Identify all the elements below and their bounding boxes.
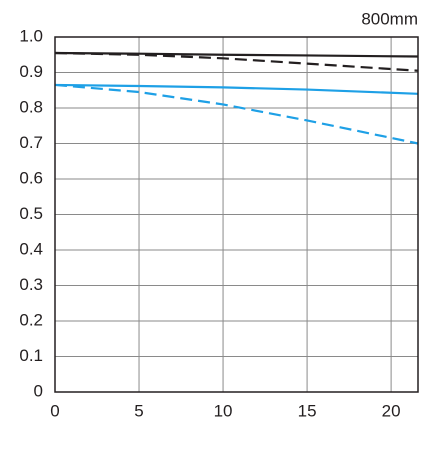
chart-title: 800mm — [361, 9, 418, 28]
y-tick-label: 0.3 — [19, 275, 43, 294]
y-tick-label: 0.9 — [19, 62, 43, 81]
y-tick-label: 0.5 — [19, 204, 43, 223]
y-tick-label: 0.1 — [19, 346, 43, 365]
y-tick-label: 0.6 — [19, 168, 43, 187]
series-line — [54, 83, 419, 95]
y-tick-label: 0.7 — [19, 133, 43, 152]
y-tick-label: 0.2 — [19, 310, 43, 329]
plot-frame — [54, 36, 419, 393]
x-tick-label: 10 — [214, 401, 233, 420]
series-line — [54, 83, 419, 145]
x-tick-label: 15 — [298, 401, 317, 420]
y-tick-label: 0.8 — [19, 97, 43, 116]
y-tick-label: 1.0 — [19, 26, 43, 45]
x-tick-label: 5 — [134, 401, 143, 420]
x-tick-label: 0 — [50, 401, 59, 420]
y-tick-label: 0 — [34, 381, 43, 400]
x-tick-label: 20 — [382, 401, 401, 420]
y-tick-label: 0.4 — [19, 239, 43, 258]
series-line — [54, 51, 419, 72]
